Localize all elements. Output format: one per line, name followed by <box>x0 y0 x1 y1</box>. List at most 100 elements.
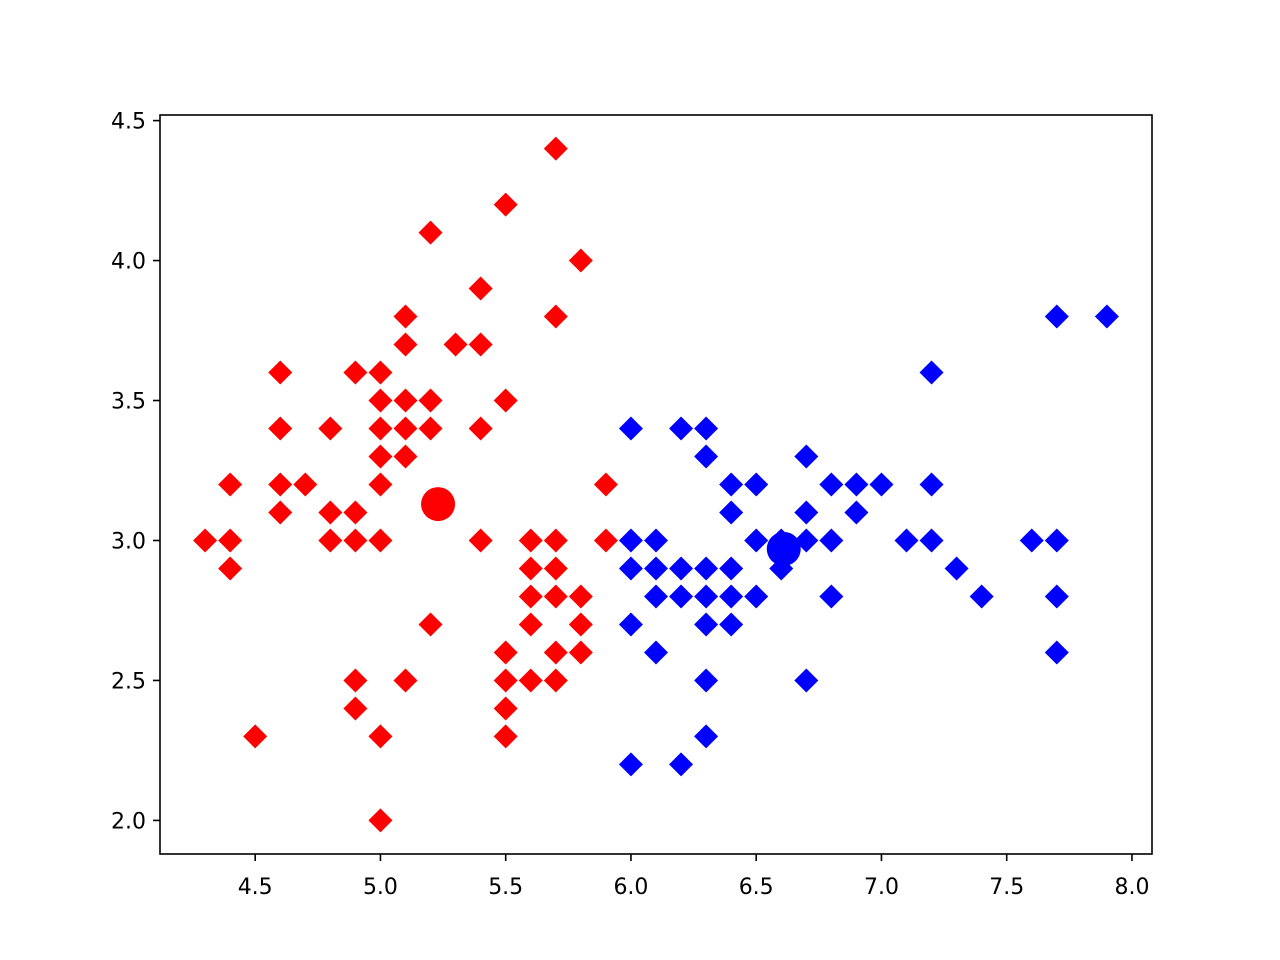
series-0-point-29 <box>593 472 618 497</box>
x-tick-label-1: 5.0 <box>363 875 398 900</box>
series-1-point-51 <box>669 752 694 777</box>
series-0-point-4 <box>468 276 493 301</box>
series-0-point-62 <box>368 724 393 749</box>
series-1-point-25 <box>1019 528 1044 553</box>
series-1-point-18 <box>644 528 668 553</box>
y-tick-label-5: 4.5 <box>111 110 146 135</box>
series-0-point-20 <box>393 416 418 441</box>
series-0-point-22 <box>468 416 493 441</box>
series-0-point-56 <box>493 668 518 693</box>
series-0-point-50 <box>568 612 593 637</box>
series-1-point-38 <box>744 584 769 609</box>
series-1-point-5 <box>694 416 719 441</box>
series-0-point-18 <box>318 416 343 441</box>
series-0-point-28 <box>368 472 393 497</box>
series-1-point-44 <box>719 612 744 637</box>
series-0-point-42 <box>218 556 243 581</box>
series-0-point-15 <box>418 388 443 413</box>
series-1-point-23 <box>894 528 919 553</box>
series-1-point-7 <box>794 444 819 469</box>
y-tick-label-0: 2.0 <box>111 809 146 834</box>
series-0-point-43 <box>518 556 543 581</box>
series-1-point-26 <box>1044 528 1069 553</box>
series-0-point-0 <box>543 136 568 161</box>
series-0-point-53 <box>568 640 593 665</box>
centroid-1 <box>766 531 801 566</box>
series-0-point-54 <box>343 668 368 693</box>
series-1-point-12 <box>869 472 894 497</box>
series-0-point-19 <box>368 416 393 441</box>
series-0-point-26 <box>268 472 293 497</box>
series-1-point-31 <box>719 556 744 581</box>
series-1-point-50 <box>618 752 643 777</box>
series-1-point-28 <box>644 556 668 581</box>
series-0-point-7 <box>393 332 418 357</box>
series-0-point-25 <box>218 472 243 497</box>
series-0-point-37 <box>368 528 393 553</box>
series-0-point-13 <box>368 388 393 413</box>
y-tick-label-3: 3.5 <box>111 390 146 415</box>
series-1-point-27 <box>618 556 643 581</box>
series-1-point-4 <box>669 416 694 441</box>
series-0-point-3 <box>568 248 593 273</box>
series-1-point-8 <box>719 472 744 497</box>
series-1-point-22 <box>819 528 844 553</box>
series-1-point-41 <box>1044 584 1069 609</box>
series-0-point-2 <box>418 220 443 245</box>
x-tick-label-5: 7.0 <box>864 875 899 900</box>
series-0-point-57 <box>518 668 543 693</box>
series-0-point-44 <box>543 556 568 581</box>
series-0-point-5 <box>393 304 418 329</box>
series-1-point-19 <box>744 528 769 553</box>
data-marks <box>193 136 1119 833</box>
series-0-point-16 <box>493 388 518 413</box>
series-0-point-24 <box>393 444 418 469</box>
series-1-point-36 <box>694 584 719 609</box>
series-1-point-15 <box>794 500 819 525</box>
series-0-point-60 <box>493 696 518 721</box>
series-1-point-6 <box>694 444 719 469</box>
series-1-point-33 <box>944 556 969 581</box>
series-0-point-21 <box>418 416 443 441</box>
x-tick-label-7: 8.0 <box>1114 875 1149 900</box>
series-0-point-59 <box>343 696 368 721</box>
series-0-point-30 <box>268 500 293 525</box>
series-1-point-3 <box>618 416 643 441</box>
series-1-point-1 <box>1094 304 1119 329</box>
series-1-point-2 <box>919 360 944 385</box>
series-0-point-51 <box>493 640 518 665</box>
centroid-0 <box>421 487 456 522</box>
y-tick-label-4: 4.0 <box>111 250 146 275</box>
series-1-point-9 <box>744 472 769 497</box>
series-1-point-46 <box>1044 640 1069 665</box>
x-tick-label-0: 4.5 <box>238 875 273 900</box>
x-tick-label-2: 5.5 <box>488 875 523 900</box>
series-0-point-10 <box>268 360 293 385</box>
series-0-point-33 <box>193 528 218 553</box>
series-1-point-34 <box>644 584 668 609</box>
series-0-point-64 <box>368 808 393 833</box>
x-tick-label-6: 7.5 <box>989 875 1024 900</box>
series-0-point-61 <box>243 724 268 749</box>
series-0-point-49 <box>518 612 543 637</box>
series-0-point-9 <box>468 332 493 357</box>
series-0-point-52 <box>543 640 568 665</box>
series-1-point-48 <box>794 668 819 693</box>
y-axis: 2.0 2.5 3.0 3.5 4.0 4.5 <box>111 110 160 834</box>
series-0-point-35 <box>318 528 343 553</box>
series-0-point-31 <box>318 500 343 525</box>
series-0-point-39 <box>518 528 543 553</box>
series-1-point-43 <box>694 612 719 637</box>
series-0-point-38 <box>468 528 493 553</box>
series-1-point-16 <box>844 500 869 525</box>
series-0-point-47 <box>568 584 593 609</box>
series-0-point-58 <box>543 668 568 693</box>
series-0-point-32 <box>343 500 368 525</box>
series-0-point-14 <box>393 388 418 413</box>
series-1-point-29 <box>669 556 694 581</box>
series-0-point-46 <box>543 584 568 609</box>
series-1-point-45 <box>644 640 668 665</box>
centroid-marks <box>421 487 801 566</box>
